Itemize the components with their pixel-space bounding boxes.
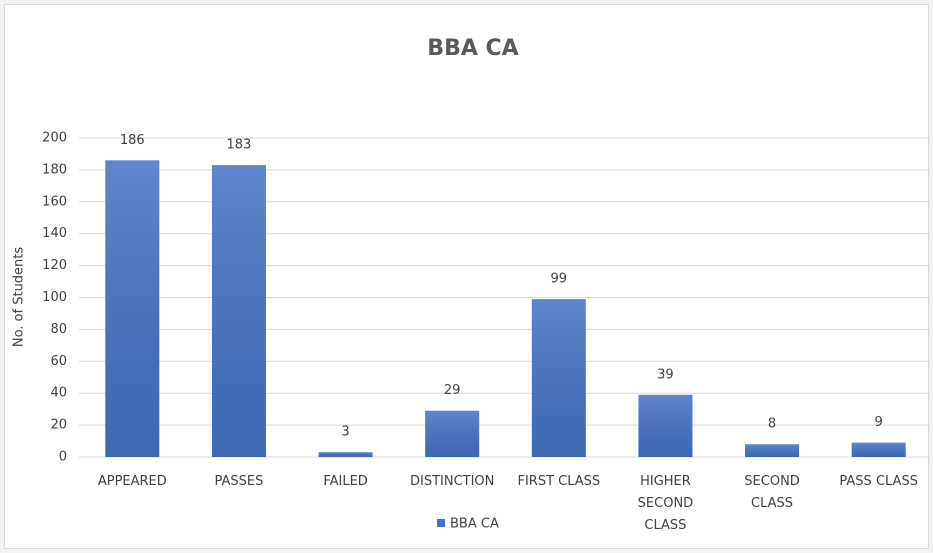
bar-shade xyxy=(425,410,480,457)
y-tick-label: 160 xyxy=(42,194,67,209)
data-label: 3 xyxy=(341,425,349,440)
y-tick-label: 180 xyxy=(42,162,67,177)
y-tick-label: 80 xyxy=(50,322,67,337)
y-tick-label: 120 xyxy=(42,258,67,273)
data-label: 183 xyxy=(227,138,252,153)
data-label: 186 xyxy=(120,133,145,148)
x-tick-label: PASSES xyxy=(214,474,264,489)
chart-title: BBA CA xyxy=(427,36,518,61)
y-tick-label: 60 xyxy=(50,354,67,369)
y-tick-label: 0 xyxy=(59,450,67,465)
y-tick-label: 200 xyxy=(42,131,67,146)
y-tick-label: 140 xyxy=(42,226,67,241)
chart: BBA CA No. of Students 0 20 40 60 80 100 120 14… xyxy=(12,36,930,532)
y-tick-label: 40 xyxy=(50,386,67,401)
legend-swatch xyxy=(437,519,445,527)
bar-shade xyxy=(318,452,373,457)
x-tick-label: PASS CLASS xyxy=(839,474,918,489)
y-tick-label: 20 xyxy=(50,418,67,433)
x-tick-label: APPEARED xyxy=(97,474,167,489)
x-tick-label: DISTINCTION xyxy=(409,474,495,489)
bar-shade xyxy=(531,299,586,457)
x-tick-label: FAILED xyxy=(323,474,368,489)
x-tick-label: FIRST CLASS xyxy=(517,474,601,489)
data-label: 99 xyxy=(551,272,568,287)
chart-frame: BBA CA No. of Students 0 20 40 60 80 100 120 14… xyxy=(4,4,930,549)
bar-shade xyxy=(211,165,266,458)
bar-shade xyxy=(745,444,800,457)
data-label: 29 xyxy=(444,383,461,398)
data-label: 39 xyxy=(657,367,674,382)
data-label: 9 xyxy=(875,415,883,430)
data-label: 8 xyxy=(768,417,776,432)
x-tick-label: HIGHER SECOND CLASS xyxy=(637,474,694,533)
y-tick-label: 100 xyxy=(42,290,67,305)
bar-shade xyxy=(638,394,693,457)
bar-shade xyxy=(105,160,160,457)
x-tick-label: SECOND CLASS xyxy=(744,474,800,511)
y-axis-label: No. of Students xyxy=(12,247,27,348)
bar-shade xyxy=(851,442,906,457)
legend-label: BBA CA xyxy=(450,517,499,532)
